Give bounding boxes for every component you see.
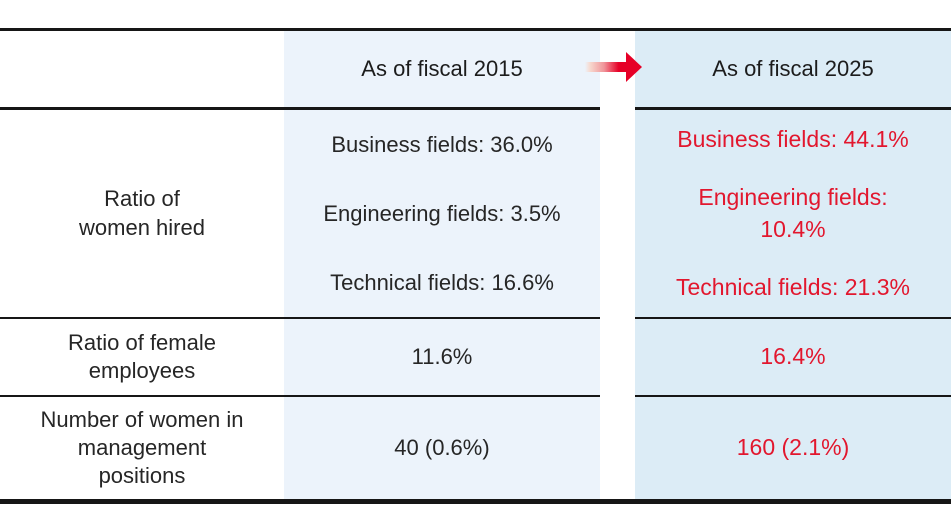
column-header-fiscal-2025: As of fiscal 2025 <box>712 55 874 81</box>
fy2015-engineering-fields-value: Engineering fields: 3.5% <box>323 200 561 226</box>
column-header-fiscal-2015: As of fiscal 2015 <box>361 55 523 81</box>
row-label-women-in-management: Number of women in management positions <box>40 406 244 489</box>
fy2025-business-fields-value: Business fields: 44.1% <box>677 125 909 152</box>
women-in-management-fy2025-value: 160 (2.1%) <box>736 434 850 461</box>
fy2015-technical-fields-value: Technical fields: 16.6% <box>330 269 554 295</box>
header-separator-left <box>0 107 600 110</box>
female-employees-fy2025-value: 16.4% <box>760 343 826 370</box>
row-separator-2-right <box>635 395 951 397</box>
row-separator-2-left <box>0 395 600 397</box>
row-label-ratio-of-female-employees: Ratio of female employees <box>68 329 216 383</box>
header-separator-right <box>635 107 951 110</box>
row-label-ratio-of-women-hired: Ratio of women hired <box>79 186 205 240</box>
arrow-shaft <box>585 62 627 72</box>
female-employees-fy2015-value: 11.6% <box>411 343 473 369</box>
table-bottom-border <box>0 499 951 504</box>
women-in-management-fy2015-value: 40 (0.6%) <box>394 434 490 460</box>
table-top-border <box>0 28 951 31</box>
arrow-head <box>626 52 642 82</box>
ratio-women-hired-fy2015-values: Business fields: 36.0% Engineering field… <box>284 110 600 317</box>
fy2025-technical-fields-value: Technical fields: 21.3% <box>676 274 910 301</box>
row-separator-1-left <box>0 317 600 319</box>
row-separator-1-right <box>635 317 951 319</box>
arrow-right-icon <box>585 52 642 82</box>
fy2015-business-fields-value: Business fields: 36.0% <box>331 131 553 157</box>
ratio-women-hired-fy2025-values: Business fields: 44.1% Engineering field… <box>635 110 951 317</box>
fy2025-engineering-fields-value: Engineering fields: 10.4% <box>698 184 888 242</box>
